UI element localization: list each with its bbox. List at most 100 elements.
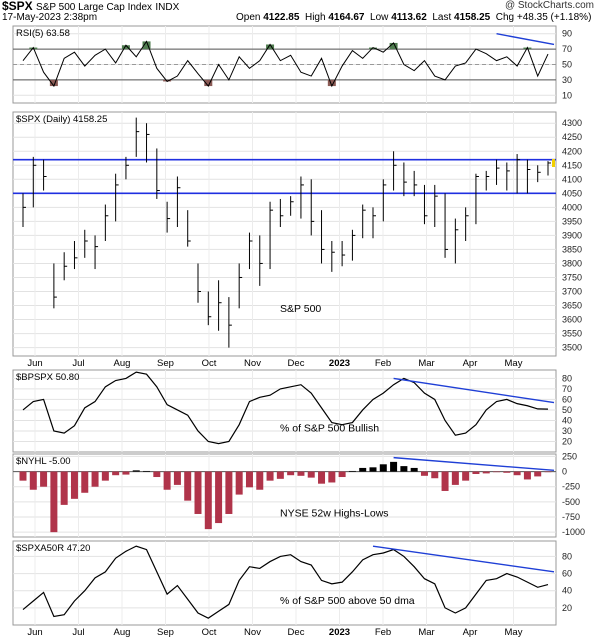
highs-lows-bar [50, 471, 58, 533]
y-tick-label: -750 [562, 512, 580, 522]
last-price-marker [552, 158, 555, 167]
highs-lows-bar [307, 471, 315, 478]
y-tick-label: 40 [562, 586, 572, 596]
highs-lows-bar [513, 471, 521, 476]
high-value: 4164.67 [328, 12, 365, 23]
highs-lows-bar [400, 466, 408, 472]
panel-frame-2 [12, 369, 557, 453]
bullish-percent-line [22, 371, 549, 445]
highs-lows-bar [70, 471, 78, 499]
y-tick-label: 3900 [562, 230, 582, 240]
last-label: Last [432, 12, 452, 23]
highs-lows-trend-arrow [393, 456, 555, 472]
low-label: Low [370, 12, 389, 23]
y-tick-label: 3550 [562, 329, 582, 339]
panel-label: $SPX (Daily) 4158.25 [16, 114, 107, 125]
highs-lows-bar [163, 471, 171, 490]
highs-lows-bar [379, 464, 387, 472]
highs-lows-bar [235, 471, 243, 495]
panel-label: $BPSPX 50.80 [16, 372, 79, 383]
highs-lows-bar [204, 471, 212, 530]
x-tick-label: Feb [375, 358, 391, 369]
y-tick-label: 3650 [562, 301, 582, 311]
highs-lows-bar [462, 471, 470, 481]
highs-lows-bar [276, 471, 284, 479]
y-tick-label: 60 [562, 569, 572, 579]
x-tick-label: May [505, 627, 523, 638]
highs-lows-bar [348, 470, 356, 472]
highs-lows-bar [40, 471, 48, 487]
highs-lows-bar [544, 471, 552, 473]
y-tick-label: 40 [562, 415, 572, 425]
y-tick-label: 4250 [562, 132, 582, 142]
y-tick-label: 60 [562, 394, 572, 404]
y-tick-label: 80 [562, 373, 572, 383]
symbol: $SPX [2, 0, 33, 13]
y-tick-label: 4100 [562, 174, 582, 184]
x-tick-label: Mar [418, 358, 434, 369]
y-tick-label: 3950 [562, 216, 582, 226]
y-tick-label: 90 [562, 29, 572, 39]
highs-lows-bar [91, 471, 99, 487]
panel-label: $NYHL -5.00 [16, 456, 71, 467]
x-tick-label: Mar [418, 627, 434, 638]
highs-lows-bar [523, 471, 531, 480]
y-tick-label: 4300 [562, 118, 582, 128]
panel-annotation: % of S&P 500 Bullish [280, 423, 379, 435]
highs-lows-bar [256, 471, 264, 490]
rsi-overbought-fill [389, 42, 398, 50]
above-50dma-trend-arrow [372, 545, 555, 573]
y-tick-label: 50 [562, 405, 572, 415]
y-tick-label: 3500 [562, 343, 582, 353]
highs-lows-bar [431, 471, 439, 479]
highs-lows-bar [184, 471, 192, 501]
y-tick-label: 20 [562, 603, 572, 613]
above-50dma-line [22, 545, 549, 619]
highs-lows-bar [215, 471, 223, 524]
y-tick-label: 0 [562, 467, 567, 477]
highs-lows-bar [101, 471, 109, 481]
x-tick-label: Jul [72, 627, 84, 638]
bullish-trend-arrow [393, 377, 555, 404]
symbol-exchange: INDX [155, 2, 180, 13]
y-tick-label: 3800 [562, 258, 582, 268]
highs-lows-bar [534, 471, 542, 477]
chart-header: $SPX S&P 500 Large Cap Index INDX @ Stoc… [0, 0, 598, 13]
y-tick-label: 80 [562, 551, 572, 561]
x-tick-label: Dec [288, 627, 305, 638]
highs-lows-bar [245, 471, 253, 488]
x-tick-label: Jun [27, 358, 42, 369]
rsi-line [22, 40, 549, 88]
highs-lows-bar [173, 471, 181, 485]
rsi-overbought-fill [121, 45, 130, 50]
x-tick-label: Oct [202, 358, 217, 369]
highs-lows-bar [338, 471, 346, 478]
open-value: 4122.85 [263, 12, 300, 23]
highs-lows-bar [19, 471, 27, 481]
highs-lows-bar [194, 471, 202, 514]
y-tick-label: 30 [562, 75, 572, 85]
rsi-oversold-fill [204, 79, 213, 87]
y-tick-label: -500 [562, 497, 580, 507]
y-tick-label: 250 [562, 451, 577, 461]
quote-date: 17-May-2023 2:38pm [2, 12, 98, 23]
x-tick-label: Jul [72, 358, 84, 369]
y-tick-label: 10 [562, 90, 572, 100]
y-tick-label: 3700 [562, 286, 582, 296]
highs-lows-bar [81, 471, 89, 493]
y-tick-label: 3850 [562, 244, 582, 254]
y-tick-label: 4200 [562, 146, 582, 156]
y-tick-label: 4000 [562, 202, 582, 212]
y-tick-label: 30 [562, 426, 572, 436]
x-tick-label: Feb [375, 627, 391, 638]
x-tick-label: Sep [157, 627, 174, 638]
highs-lows-bar [390, 461, 398, 472]
highs-lows-bar [369, 467, 377, 472]
rsi-overbought-fill [142, 41, 151, 50]
highs-lows-bar [318, 471, 326, 484]
panel-annotation: S&P 500 [280, 303, 321, 315]
highs-lows-bar [297, 471, 305, 476]
high-label: High [304, 12, 326, 23]
symbol-name: S&P 500 Large Cap Index [36, 2, 153, 13]
